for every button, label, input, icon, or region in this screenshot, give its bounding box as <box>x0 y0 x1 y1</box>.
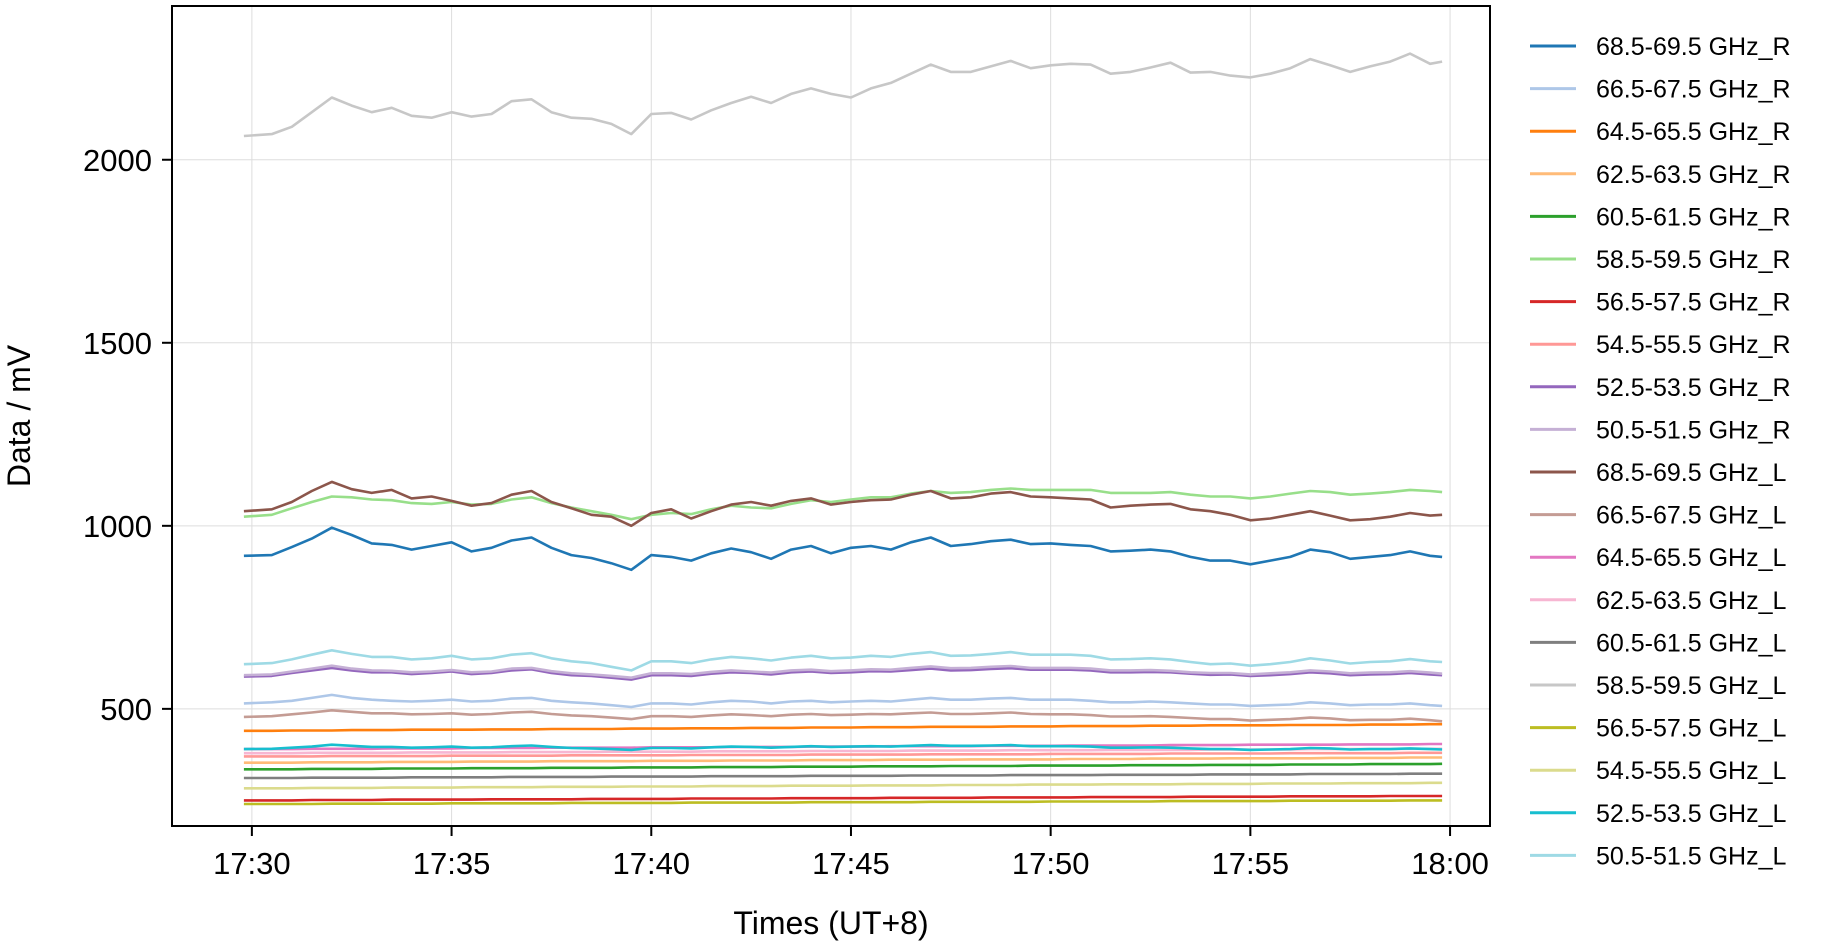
series-line-15 <box>243 52 1443 138</box>
legend-label: 52.5-53.5 GHz_L <box>1596 800 1786 828</box>
series-line-11 <box>243 708 1443 723</box>
x-tick-label: 17:55 <box>1212 846 1290 881</box>
plot-frame <box>171 5 1491 827</box>
y-axis-label: Data / mV <box>1 344 37 487</box>
grid <box>172 6 1490 826</box>
series-line-9 <box>243 664 1443 680</box>
y-tick-label: 500 <box>100 692 152 727</box>
series-line-16 <box>243 799 1443 806</box>
series-line-8 <box>243 666 1443 681</box>
x-tick-label: 17:40 <box>612 846 690 881</box>
x-axis-label: Times (UT+8) <box>733 905 928 941</box>
series-line-3 <box>243 756 1443 765</box>
legend-label: 54.5-55.5 GHz_R <box>1596 331 1791 359</box>
y-tick-label: 2000 <box>83 143 152 178</box>
y-tick-label: 1500 <box>83 326 152 361</box>
series-line-7 <box>243 751 1443 758</box>
legend-label: 64.5-65.5 GHz_L <box>1596 544 1786 572</box>
legend-label: 64.5-65.5 GHz_R <box>1596 118 1791 146</box>
series-line-19 <box>243 648 1443 672</box>
legend-label: 56.5-57.5 GHz_R <box>1596 289 1791 317</box>
legend-label: 52.5-53.5 GHz_R <box>1596 374 1791 402</box>
legend-label: 50.5-51.5 GHz_L <box>1596 842 1786 870</box>
series-line-0 <box>243 526 1443 572</box>
legend-label: 66.5-67.5 GHz_L <box>1596 502 1786 530</box>
x-tick-label: 17:50 <box>1012 846 1090 881</box>
legend-label: 56.5-57.5 GHz_L <box>1596 715 1786 743</box>
legend-label: 66.5-67.5 GHz_R <box>1596 76 1791 104</box>
series-line-14 <box>243 772 1443 780</box>
legend-label: 68.5-69.5 GHz_R <box>1596 33 1791 61</box>
series-line-17 <box>243 781 1443 790</box>
series-line-1 <box>243 693 1443 709</box>
legend-label: 62.5-63.5 GHz_R <box>1596 161 1791 189</box>
legend-label: 62.5-63.5 GHz_L <box>1596 587 1786 615</box>
series-line-4 <box>243 762 1443 771</box>
x-tick-label: 17:30 <box>213 846 291 881</box>
axis-ticks: 17:30 17:35 17:40 17:45 17:50 17:55 18:00 500 10… <box>83 143 1489 881</box>
legend-label: 58.5-59.5 GHz_R <box>1596 246 1791 274</box>
legend-label: 60.5-61.5 GHz_L <box>1596 629 1786 657</box>
x-tick-label: 18:00 <box>1411 846 1489 881</box>
series-line-10 <box>243 480 1443 528</box>
series-line-2 <box>243 722 1443 733</box>
series-line-6 <box>243 794 1443 802</box>
legend-label: 50.5-51.5 GHz_R <box>1596 416 1791 444</box>
legend: 68.5-69.5 GHz_R 66.5-67.5 GHz_R 64.5-65.5 … <box>1530 33 1791 870</box>
y-tick-label: 1000 <box>83 509 152 544</box>
legend-label: 60.5-61.5 GHz_R <box>1596 203 1791 231</box>
x-tick-label: 17:35 <box>413 846 491 881</box>
legend-label: 58.5-59.5 GHz_L <box>1596 672 1786 700</box>
series-line-18 <box>243 743 1443 752</box>
x-tick-label: 17:45 <box>812 846 890 881</box>
legend-label: 54.5-55.5 GHz_L <box>1596 757 1786 785</box>
legend-label: 68.5-69.5 GHz_L <box>1596 459 1786 487</box>
series-lines <box>243 52 1443 806</box>
